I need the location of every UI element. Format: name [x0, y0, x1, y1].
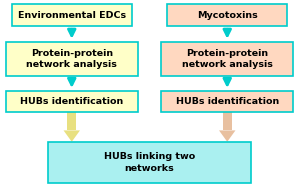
FancyBboxPatch shape: [6, 91, 138, 112]
Text: HUBs identification: HUBs identification: [176, 97, 279, 106]
FancyBboxPatch shape: [48, 142, 251, 183]
Text: Mycotoxins: Mycotoxins: [197, 11, 258, 20]
Polygon shape: [63, 130, 80, 142]
FancyBboxPatch shape: [167, 4, 287, 26]
Text: Protein-protein
network analysis: Protein-protein network analysis: [26, 49, 117, 69]
FancyBboxPatch shape: [223, 112, 232, 130]
FancyBboxPatch shape: [161, 91, 293, 112]
Text: HUBs linking two
networks: HUBs linking two networks: [104, 153, 195, 173]
Text: Environmental EDCs: Environmental EDCs: [18, 11, 126, 20]
FancyBboxPatch shape: [67, 112, 76, 130]
FancyBboxPatch shape: [12, 4, 132, 26]
Text: Protein-protein
network analysis: Protein-protein network analysis: [182, 49, 273, 69]
FancyBboxPatch shape: [161, 42, 293, 76]
Text: HUBs identification: HUBs identification: [20, 97, 123, 106]
FancyBboxPatch shape: [6, 42, 138, 76]
Polygon shape: [219, 130, 236, 142]
